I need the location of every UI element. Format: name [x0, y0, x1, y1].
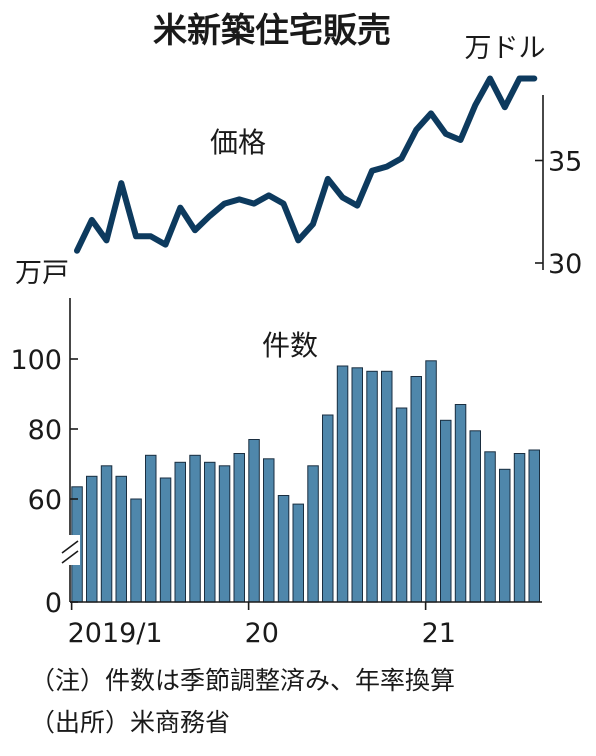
sales-bar	[322, 414, 334, 603]
sales-bar	[174, 461, 186, 603]
sales-bar	[469, 430, 481, 603]
sales-x-ticks: 2019/1 20 21	[68, 602, 456, 649]
sales-x-tick-label: 20	[245, 618, 279, 649]
sales-bar	[336, 365, 349, 603]
sales-bar	[292, 503, 304, 603]
sales-bar	[100, 465, 113, 603]
price-unit-label: 万ドル	[465, 33, 546, 64]
sales-bar	[218, 465, 231, 603]
price-panel: 万ドル 価格 30 35	[74, 33, 582, 280]
sales-x-tick-label: 21	[422, 618, 456, 649]
sales-bar	[277, 495, 290, 603]
sales-bar	[159, 477, 172, 603]
sales-bar	[410, 376, 422, 603]
sales-bar	[381, 370, 393, 603]
sales-bar	[145, 454, 157, 603]
sales-bar	[454, 404, 467, 603]
sales-bar	[86, 475, 98, 603]
price-series-label: 価格	[210, 126, 266, 159]
sales-bar	[130, 498, 142, 603]
sales-y-tick-label: 60	[28, 485, 62, 516]
sales-bar	[248, 439, 260, 603]
sales-bar	[440, 419, 452, 603]
sales-bar	[263, 458, 275, 603]
source-text: （出所）米商務省	[30, 708, 231, 737]
sales-bar	[528, 449, 540, 603]
price-y-ticks: 30 35	[535, 147, 582, 280]
sales-panel: 万戸 件数 0 60 80 100 2019/1 20 21	[10, 258, 542, 649]
sales-bars	[71, 360, 540, 603]
sales-bar	[513, 453, 526, 603]
sales-y-tick-label: 80	[28, 415, 62, 446]
sales-series-label: 件数	[262, 329, 318, 362]
sales-bar	[115, 475, 127, 603]
sales-bar	[366, 370, 378, 603]
chart-title: 米新築住宅販売	[153, 11, 391, 51]
axis-break-mark	[61, 535, 80, 565]
price-y-tick-label: 35	[548, 147, 582, 178]
sales-bar	[307, 465, 319, 603]
sales-bar	[425, 360, 437, 603]
sales-bar	[189, 454, 201, 603]
sales-bar	[395, 407, 408, 603]
price-y-tick-label: 30	[548, 249, 582, 280]
sales-y-tick-label: 0	[45, 588, 62, 619]
sales-y-tick-label: 100	[10, 345, 62, 376]
sales-bar	[484, 451, 496, 603]
price-line	[74, 75, 538, 254]
sales-y-ticks: 0 60 80 100	[10, 345, 78, 619]
sales-x-tick-label: 2019/1	[68, 618, 163, 649]
sales-bar	[233, 453, 245, 603]
sales-bar	[351, 367, 363, 603]
note-text: （注）件数は季節調整済み、年率換算	[30, 666, 456, 695]
sales-unit-label: 万戸	[15, 258, 69, 289]
sales-bar	[499, 468, 511, 603]
sales-bar	[204, 461, 216, 603]
